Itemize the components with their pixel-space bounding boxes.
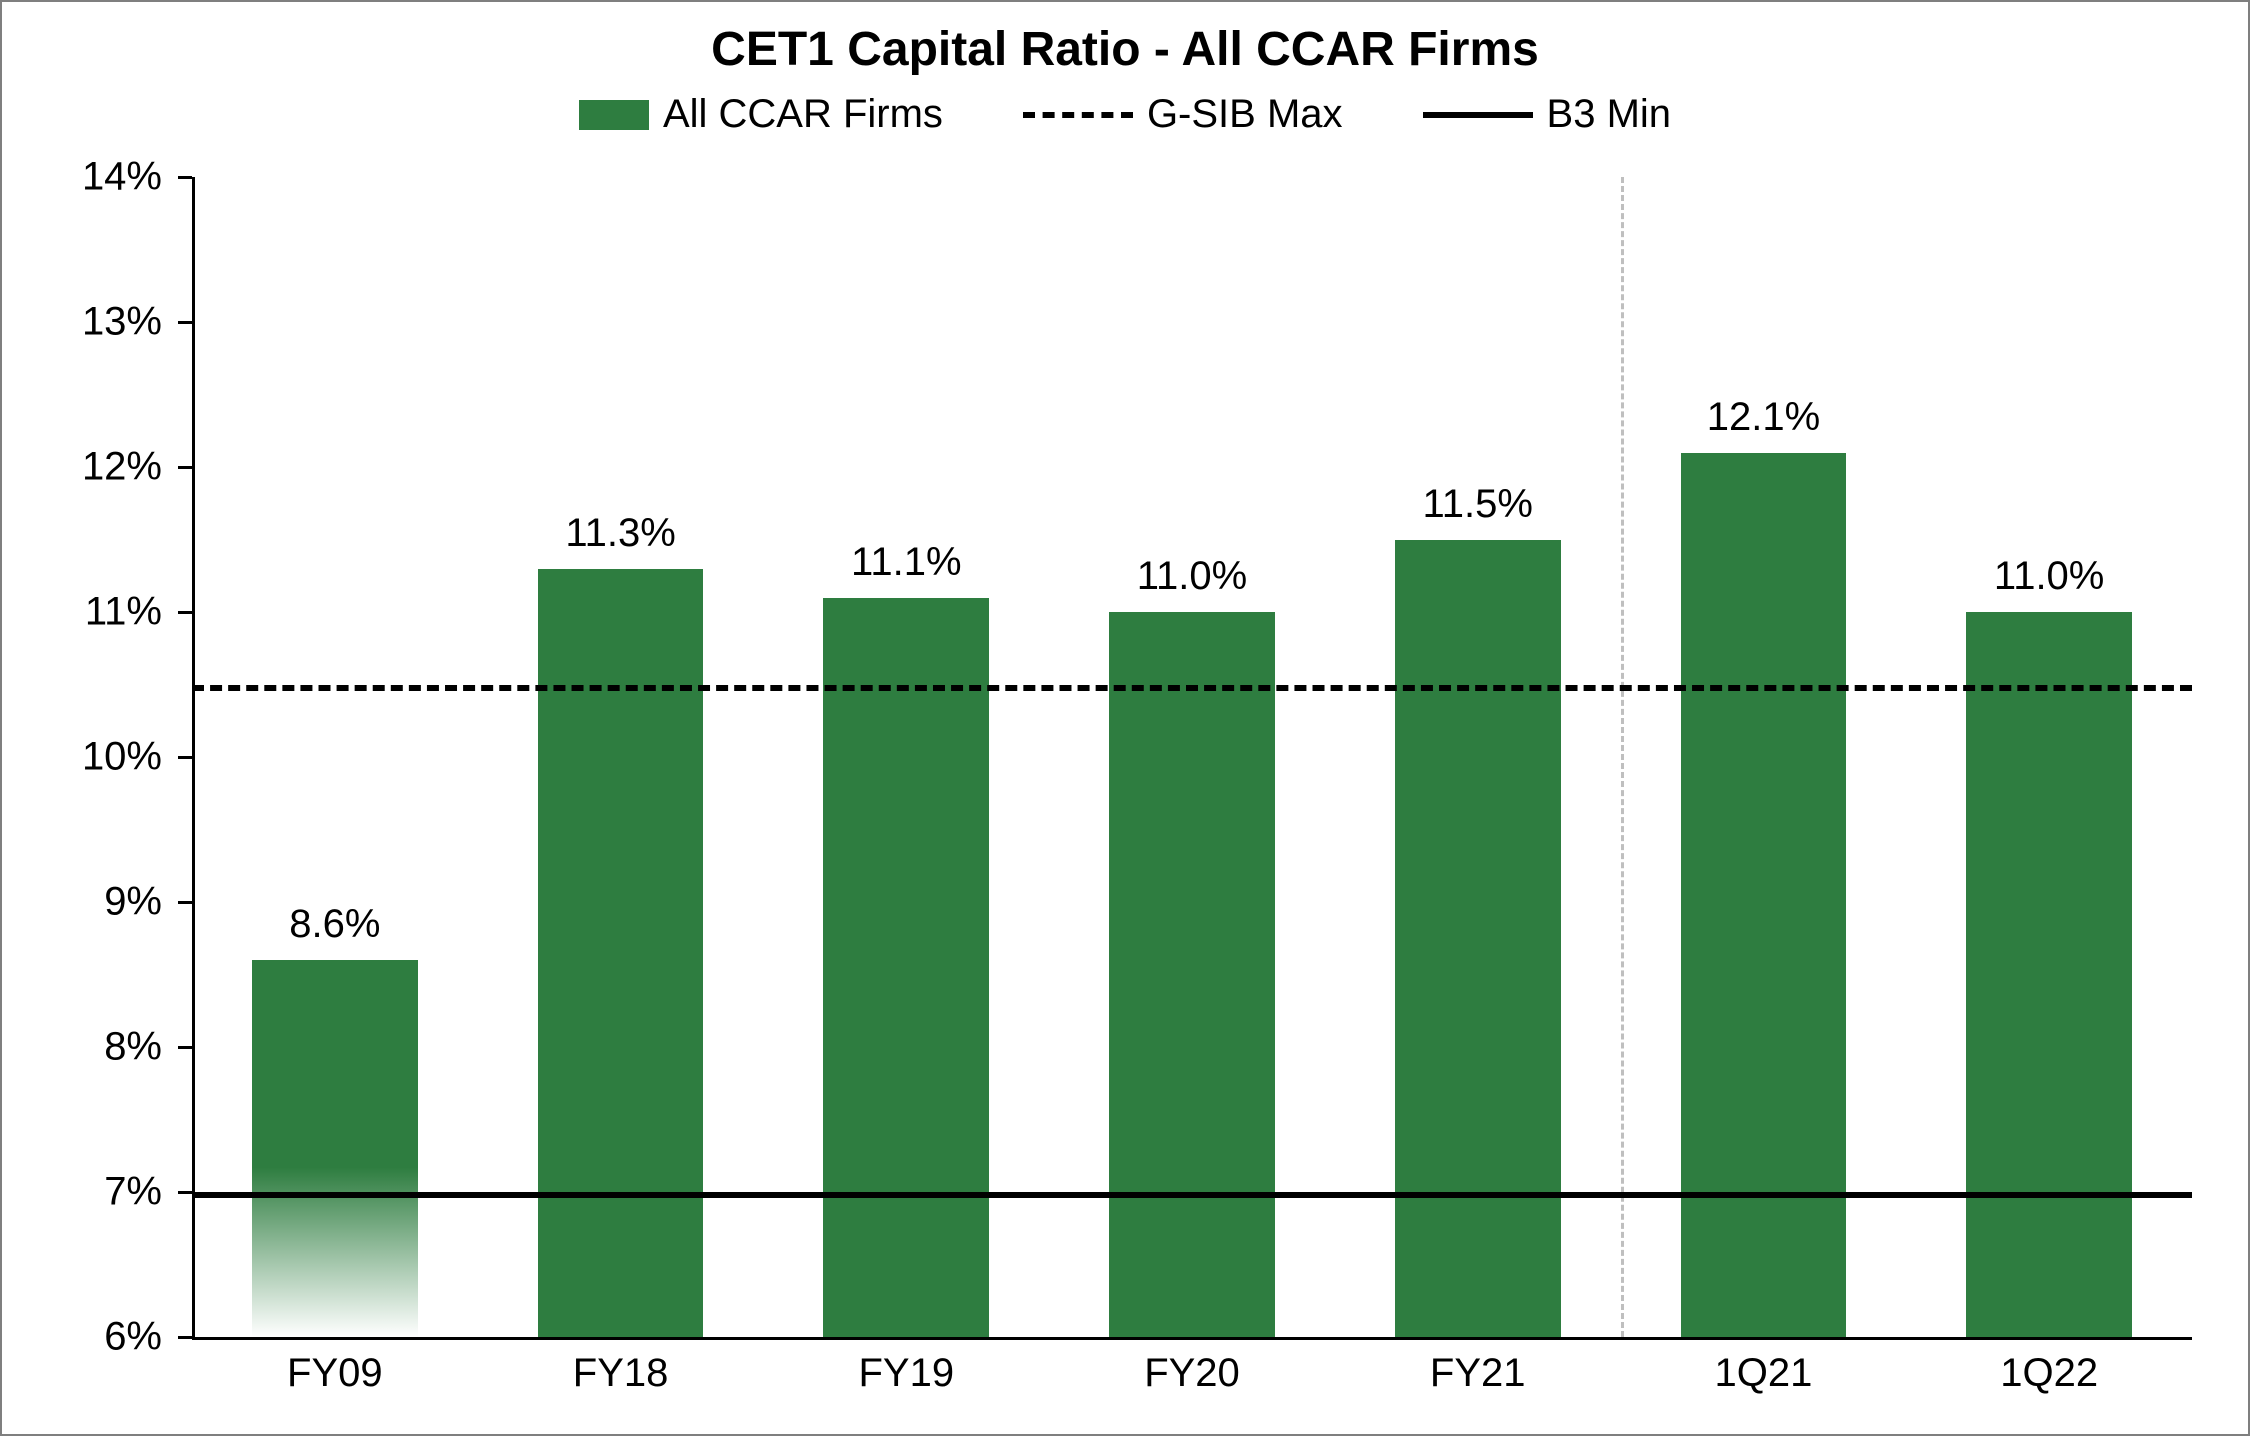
x-axis-label: FY09 [287,1351,383,1396]
y-tick [178,611,192,614]
reference-line [192,1192,2192,1198]
legend-line [1023,112,1133,118]
y-tick [178,901,192,904]
y-axis-label: 9% [2,880,162,925]
bar-value-label: 11.3% [565,511,675,556]
bar [1395,540,1561,1338]
x-axis-label: FY20 [1144,1351,1240,1396]
chart-title: CET1 Capital Ratio - All CCAR Firms [2,22,2248,77]
y-axis-label: 14% [2,155,162,200]
y-tick [178,756,192,759]
y-axis-label: 12% [2,445,162,490]
x-axis-label: FY19 [858,1351,954,1396]
bar [1109,612,1275,1337]
vertical-divider [1621,177,1624,1337]
plot-area [192,177,2192,1337]
x-axis-label: FY18 [573,1351,669,1396]
bar-value-label: 11.1% [851,540,961,585]
y-axis-label: 11% [2,590,162,635]
bar-value-label: 11.5% [1422,482,1532,527]
y-axis-label: 10% [2,735,162,780]
legend-swatch [579,100,649,130]
legend-line [1423,112,1533,118]
y-axis-label: 6% [2,1315,162,1360]
x-axis-line [192,1337,2192,1340]
bar-value-label: 11.0% [1137,554,1247,599]
bar [1681,453,1847,1338]
y-axis-label: 7% [2,1170,162,1215]
y-tick [178,466,192,469]
x-axis-label: 1Q21 [1714,1351,1812,1396]
bar-value-label: 11.0% [1994,554,2104,599]
legend-item: G-SIB Max [1023,92,1343,137]
y-tick [178,1191,192,1194]
x-axis-label: 1Q22 [2000,1351,2098,1396]
chart-legend: All CCAR Firms G-SIB Max B3 Min [2,92,2248,137]
y-axis-line [192,177,195,1337]
bar-value-label: 8.6% [289,902,380,947]
bar [1966,612,2132,1337]
y-axis-label: 13% [2,300,162,345]
cet1-chart: CET1 Capital Ratio - All CCAR Firms All … [0,0,2250,1436]
legend-label: All CCAR Firms [663,92,943,137]
y-axis-label: 8% [2,1025,162,1070]
y-tick [178,1046,192,1049]
y-tick [178,321,192,324]
legend-item: B3 Min [1423,92,1672,137]
y-tick [178,176,192,179]
bar-value-label: 12.1% [1707,395,1820,440]
x-axis-label: FY21 [1430,1351,1526,1396]
y-tick [178,1336,192,1339]
legend-label: B3 Min [1547,92,1672,137]
reference-line [192,685,2192,691]
bar [252,960,418,1337]
legend-label: G-SIB Max [1147,92,1343,137]
bar [823,598,989,1338]
legend-item: All CCAR Firms [579,92,943,137]
